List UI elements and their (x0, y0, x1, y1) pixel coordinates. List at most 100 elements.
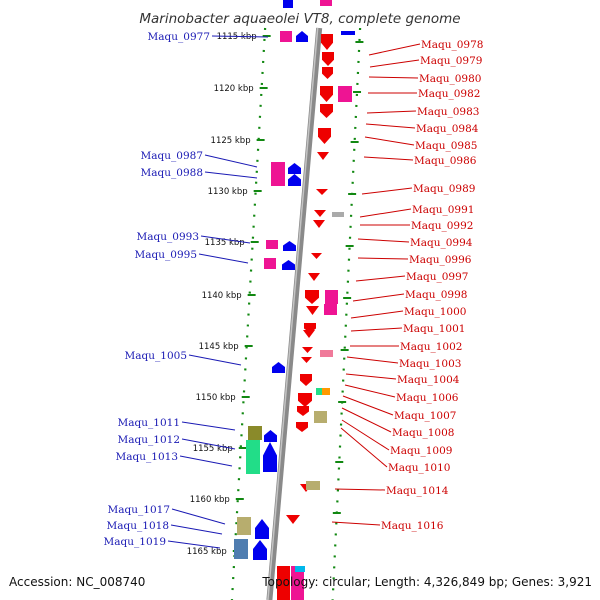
gene-label-left: Maqu_0988 (141, 167, 203, 179)
reverse-cds-triangle (316, 189, 328, 195)
backbone-line (266, 27, 323, 600)
forward-cds-arrow (296, 31, 308, 42)
pink-cds-box (271, 162, 285, 186)
gene-label-left: Maqu_1019 (104, 536, 166, 548)
cyan-cds-box (295, 566, 305, 572)
gene-label-right: Maqu_0986 (414, 155, 477, 167)
leader-line-right (350, 310, 404, 319)
pink-cds-box (324, 304, 337, 315)
tick-label: 1120 kbp (214, 84, 254, 94)
reverse-cds-arrow (304, 323, 316, 333)
gene-label-right: Maqu_1009 (390, 445, 452, 457)
reverse-cds-triangle (303, 330, 315, 338)
leader-line-right (363, 156, 414, 161)
tick-marks: 1115 kbp 1120 kbp 1125 kbp 1130 kbp 1135 kbp… (187, 32, 364, 557)
gene-label-right: Maqu_1000 (404, 306, 466, 318)
gene-label-right: Maqu_0998 (405, 289, 467, 301)
leader-line-right (364, 136, 415, 146)
leader-line-right (341, 419, 390, 451)
forward-cds-arrow (264, 430, 277, 442)
gene-label-left: Maqu_0995 (135, 249, 197, 261)
olive-cds-box (314, 411, 327, 423)
gene-labels: Maqu_0977 Maqu_0987 Maqu_0988 Maqu_0993 Maqu… (104, 31, 484, 548)
pink-cds-box (291, 566, 304, 600)
grey-cds-box (332, 212, 344, 217)
reverse-cds-arrow (298, 393, 312, 407)
gene-label-right: Maqu_0994 (410, 237, 473, 249)
gene-features (234, 0, 355, 600)
reverse-cds-triangle (317, 152, 329, 160)
reverse-cds-arrow (320, 86, 333, 102)
leader-line-left (181, 421, 236, 431)
forward-cds-box (283, 0, 293, 8)
pink-cds-box (280, 31, 292, 42)
leader-line-right (368, 43, 421, 56)
reverse-cds-arrow (321, 34, 333, 50)
gene-label-right: Maqu_1010 (388, 462, 450, 474)
left-dotted-track (230, 27, 267, 600)
forward-cds-arrow (255, 519, 269, 539)
leader-line-right (341, 407, 392, 433)
pink-cds-box (264, 258, 276, 269)
steelblue-cds-box (234, 539, 248, 559)
leader-line-left (167, 540, 221, 549)
forward-cds-arrow (263, 442, 277, 472)
leader-line-right (366, 110, 417, 114)
leader-line-right (334, 488, 386, 491)
pink-cds-box (325, 290, 338, 304)
gene-label-left: Maqu_0977 (148, 31, 210, 43)
accession-text: Accession: NC_008740 (9, 575, 145, 589)
gene-label-right: Maqu_0985 (415, 140, 477, 152)
gene-label-right: Maqu_1008 (392, 427, 454, 439)
green-cds-box (246, 440, 260, 474)
leader-lines (167, 35, 421, 549)
gene-label-right: Maqu_1014 (386, 485, 449, 497)
olive-cds-box (306, 481, 320, 490)
gene-label-left: Maqu_0993 (137, 231, 199, 243)
leader-line-right (355, 275, 406, 282)
gene-label-right: Maqu_0989 (413, 183, 475, 195)
gene-label-right: Maqu_0992 (411, 220, 473, 232)
leader-line-right (361, 187, 413, 195)
right-dotted-track (331, 27, 362, 600)
gene-label-left: Maqu_1012 (118, 434, 180, 446)
gene-label-left: Maqu_1018 (107, 520, 169, 532)
gene-label-right: Maqu_0978 (421, 39, 483, 51)
orange-cds-box (322, 388, 330, 395)
leader-line-right (350, 327, 403, 332)
leader-line-right (340, 427, 388, 468)
tick-label: 1130 kbp (208, 187, 248, 197)
reverse-cds-arrow (318, 128, 331, 144)
gene-label-left: Maqu_1005 (125, 350, 187, 362)
leader-line-left (200, 235, 251, 244)
reverse-cds-triangle (313, 220, 325, 228)
reverse-cds-arrow (322, 67, 333, 79)
olive-cds-box (237, 517, 251, 535)
leader-line-right (352, 293, 405, 302)
leader-line-left (170, 524, 223, 535)
pink-cds-box (266, 240, 278, 249)
leader-line-left (179, 455, 233, 467)
gene-label-right: Maqu_1007 (394, 410, 456, 422)
gene-label-right: Maqu_0991 (412, 204, 474, 216)
pink-cds-box (338, 86, 352, 102)
gene-label-right: Maqu_1003 (399, 358, 461, 370)
forward-cds-arrow (283, 241, 296, 251)
gene-label-left: Maqu_0987 (141, 150, 203, 162)
leader-line-left (198, 253, 249, 264)
gene-label-left: Maqu_1017 (108, 504, 170, 516)
gene-label-right: Maqu_1016 (381, 520, 444, 532)
pink-cds-box (320, 0, 332, 6)
forward-cds-arrow (272, 362, 285, 373)
gene-label-right: Maqu_0997 (406, 271, 468, 283)
tick-label: 1115 kbp (217, 32, 257, 42)
leader-line-right (331, 521, 381, 526)
leader-line-left (204, 171, 258, 179)
gene-label-right: Maqu_0982 (418, 88, 480, 100)
olive-cds-box (248, 426, 262, 440)
gene-label-right: Maqu_1006 (396, 392, 459, 404)
reverse-cds-triangle (314, 210, 326, 217)
reverse-cds-arrow (297, 406, 309, 416)
gene-label-right: Maqu_1002 (400, 341, 462, 353)
tick-label: 1125 kbp (211, 136, 251, 146)
